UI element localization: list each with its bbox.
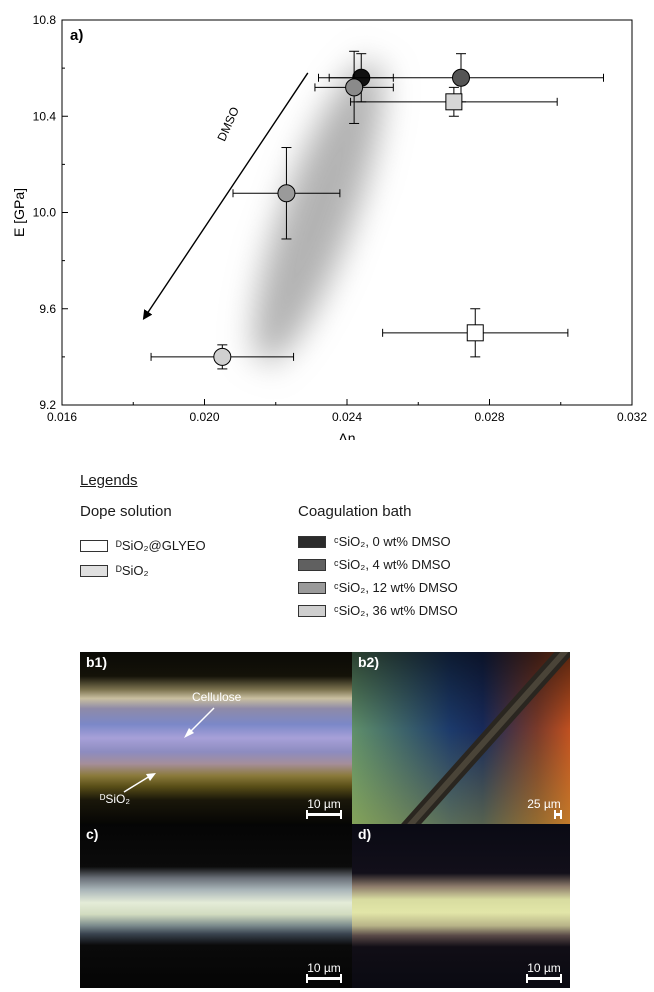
scale-label-b1: 10 µm [307,797,341,811]
scale-bar-d: 10 µm [526,961,562,983]
dope-label-glyeo: ᴰSiO₂@GLYEO [116,538,206,553]
panel-label-d: d) [358,826,372,842]
scale-bar-b1: 10 µm [306,797,342,819]
x-tick-label: 0.020 [189,410,219,424]
dope-label-sio2: ᴰSiO₂ [116,563,149,578]
coag-label-12: ᶜSiO₂, 12 wt% DMSO [334,580,458,595]
x-tick-label: 0.032 [617,410,647,424]
scale-label-b2: 25 µm [527,797,561,811]
coag-swatch-0 [298,536,326,548]
dope-swatch-sio2 [80,565,108,577]
data-point-6 [466,324,484,342]
coag-swatch-36 [298,605,326,617]
trend-shading [254,61,383,364]
micrograph-b1: b1) Cellulose ᴰSiO₂ 10 µm [80,652,352,824]
coag-label-4: ᶜSiO₂, 4 wt% DMSO [334,557,451,572]
scale-bar-b2: 25 µm [526,797,562,819]
y-tick-label: 10.8 [33,13,57,27]
y-tick-label: 10.4 [33,109,57,123]
x-axis-label: Δn [338,430,355,440]
dope-solution-title: Dope solution [80,503,172,520]
y-tick-label: 9.2 [39,398,56,412]
dope-swatch-glyeo [80,540,108,552]
panel-label-b1: b1) [86,654,107,670]
data-point-5 [213,347,232,366]
micrograph-c: c) 10 µm [80,824,352,988]
coagulation-bath-title: Coagulation bath [298,503,412,520]
legend-title: Legends [80,472,138,489]
data-point-2 [345,78,364,97]
panel-label-b2: b2) [358,654,379,670]
data-point-4 [277,184,296,203]
panel-label-a: a) [70,27,83,44]
data-point-1 [452,68,470,87]
sio2-annotation: ᴰSiO₂ [100,792,131,806]
scale-bar-c: 10 µm [306,961,342,983]
y-tick-label: 9.6 [39,302,56,316]
cellulose-annotation: Cellulose [192,690,242,704]
scatter-chart: 0.016 0.020 0.024 0.028 0.032 9.2 9.6 10.0 10.4 1… [11,13,647,440]
dmso-arrow [142,72,309,321]
coag-label-0: ᶜSiO₂, 0 wt% DMSO [334,534,451,549]
y-tick-label: 10.0 [33,206,57,220]
x-tick-label: 0.016 [47,410,77,424]
y-axis-label: E [GPa] [11,188,27,237]
coag-swatch-12 [298,582,326,594]
panel-label-c: c) [86,826,99,842]
micrograph-b2: b2) 25 µm [352,652,570,824]
data-point-3 [445,93,463,111]
fiber-icon [401,652,570,824]
micrograph-d: d) 10 µm [352,824,570,988]
x-tick-label: 0.028 [474,410,504,424]
scale-label-d: 10 µm [527,961,561,975]
coag-label-36: ᶜSiO₂, 36 wt% DMSO [334,603,458,618]
cellulose-arrow-icon [184,707,215,738]
coag-swatch-4 [298,559,326,571]
sio2-arrow-icon [123,773,156,793]
x-tick-label: 0.024 [332,410,362,424]
dmso-arrow-label: DMSO [215,105,242,144]
scale-label-c: 10 µm [307,961,341,975]
